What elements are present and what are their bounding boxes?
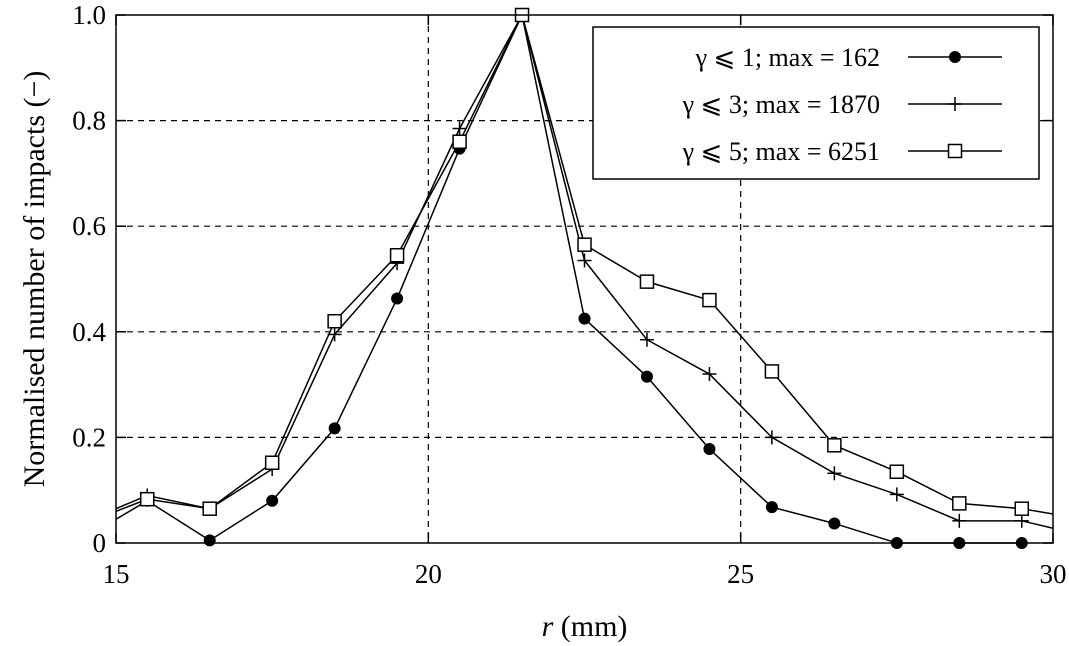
series-2-point: [764, 430, 779, 445]
series-2-point: [327, 327, 342, 342]
legend-label-3: γ ⩽ 5; max = 6251: [682, 137, 880, 166]
series-1-point: [391, 292, 404, 305]
y-axis-label: Normalised number of impacts (−): [18, 71, 51, 488]
axis-ticks: 0 0.2 0.4 0.6 0.8 1.0 15 20 25 30: [72, 0, 1066, 589]
series-3-point: [1014, 501, 1030, 516]
series-3-point: [327, 313, 342, 329]
series-2-point: [952, 513, 967, 528]
series-1-point: [578, 312, 591, 325]
series-2-point: [577, 253, 592, 268]
series-layer: [115, 7, 1054, 549]
x-tick-label: 15: [103, 559, 130, 589]
legend-box: [592, 26, 1040, 180]
series-2-point: [702, 367, 717, 382]
x-tick-label: 25: [727, 559, 754, 589]
series-3-point: [264, 455, 280, 470]
series-1-point: [828, 517, 841, 530]
y-tick-label: 0.6: [72, 211, 106, 241]
series-3-point: [639, 274, 655, 289]
y-tick-label: 0.2: [72, 422, 106, 452]
x-axis-label-unit: (mm): [553, 610, 627, 643]
series-2-point: [639, 332, 654, 347]
series-3-point: [952, 496, 967, 511]
y-tick-label: 1.0: [72, 0, 106, 30]
series-2-point: [889, 487, 904, 502]
series-1-point: [765, 501, 778, 514]
series-1-point: [203, 534, 216, 547]
series-1-point: [266, 494, 279, 507]
x-tick-label: 30: [1040, 559, 1067, 589]
series-1-point: [328, 422, 341, 435]
series-1-point: [640, 370, 653, 383]
series-2: [115, 8, 1054, 529]
series-2-point: [1014, 513, 1029, 528]
legend-marker-3: [947, 143, 963, 159]
plot-frame: [115, 14, 1054, 544]
y-tick-label: 0: [93, 528, 107, 558]
series-3-point: [389, 247, 405, 263]
series-3-point: [452, 134, 467, 149]
y-tick-label: 0.8: [72, 106, 106, 136]
y-tick-label: 0.4: [72, 317, 106, 347]
x-axis-label: r (mm): [542, 610, 628, 643]
series-3-point: [889, 464, 905, 479]
legend-label-2: γ ⩽ 3; max = 1870: [682, 90, 880, 119]
legend-label-1: γ ⩽ 1; max = 162: [695, 43, 880, 72]
x-tick-label: 20: [415, 559, 442, 589]
legend-marker-2: [948, 97, 962, 111]
legend: γ ⩽ 1; max = 162 γ ⩽ 3; max = 1870 γ ⩽ 5; …: [592, 26, 1040, 180]
series-3-point: [577, 237, 592, 252]
series-3: [115, 7, 1054, 516]
series-3-point: [202, 501, 217, 516]
series-3-point: [139, 491, 155, 507]
series-3-point: [764, 364, 780, 379]
series-2-point: [452, 121, 467, 136]
series-1-point: [703, 443, 716, 456]
x-axis-label-variable: r: [542, 610, 554, 643]
series-3-point: [827, 438, 842, 453]
series-2-point: [827, 466, 842, 481]
legend-marker-1: [949, 51, 961, 63]
series-1-line: [115, 12, 1022, 544]
series-3-point: [702, 292, 717, 308]
